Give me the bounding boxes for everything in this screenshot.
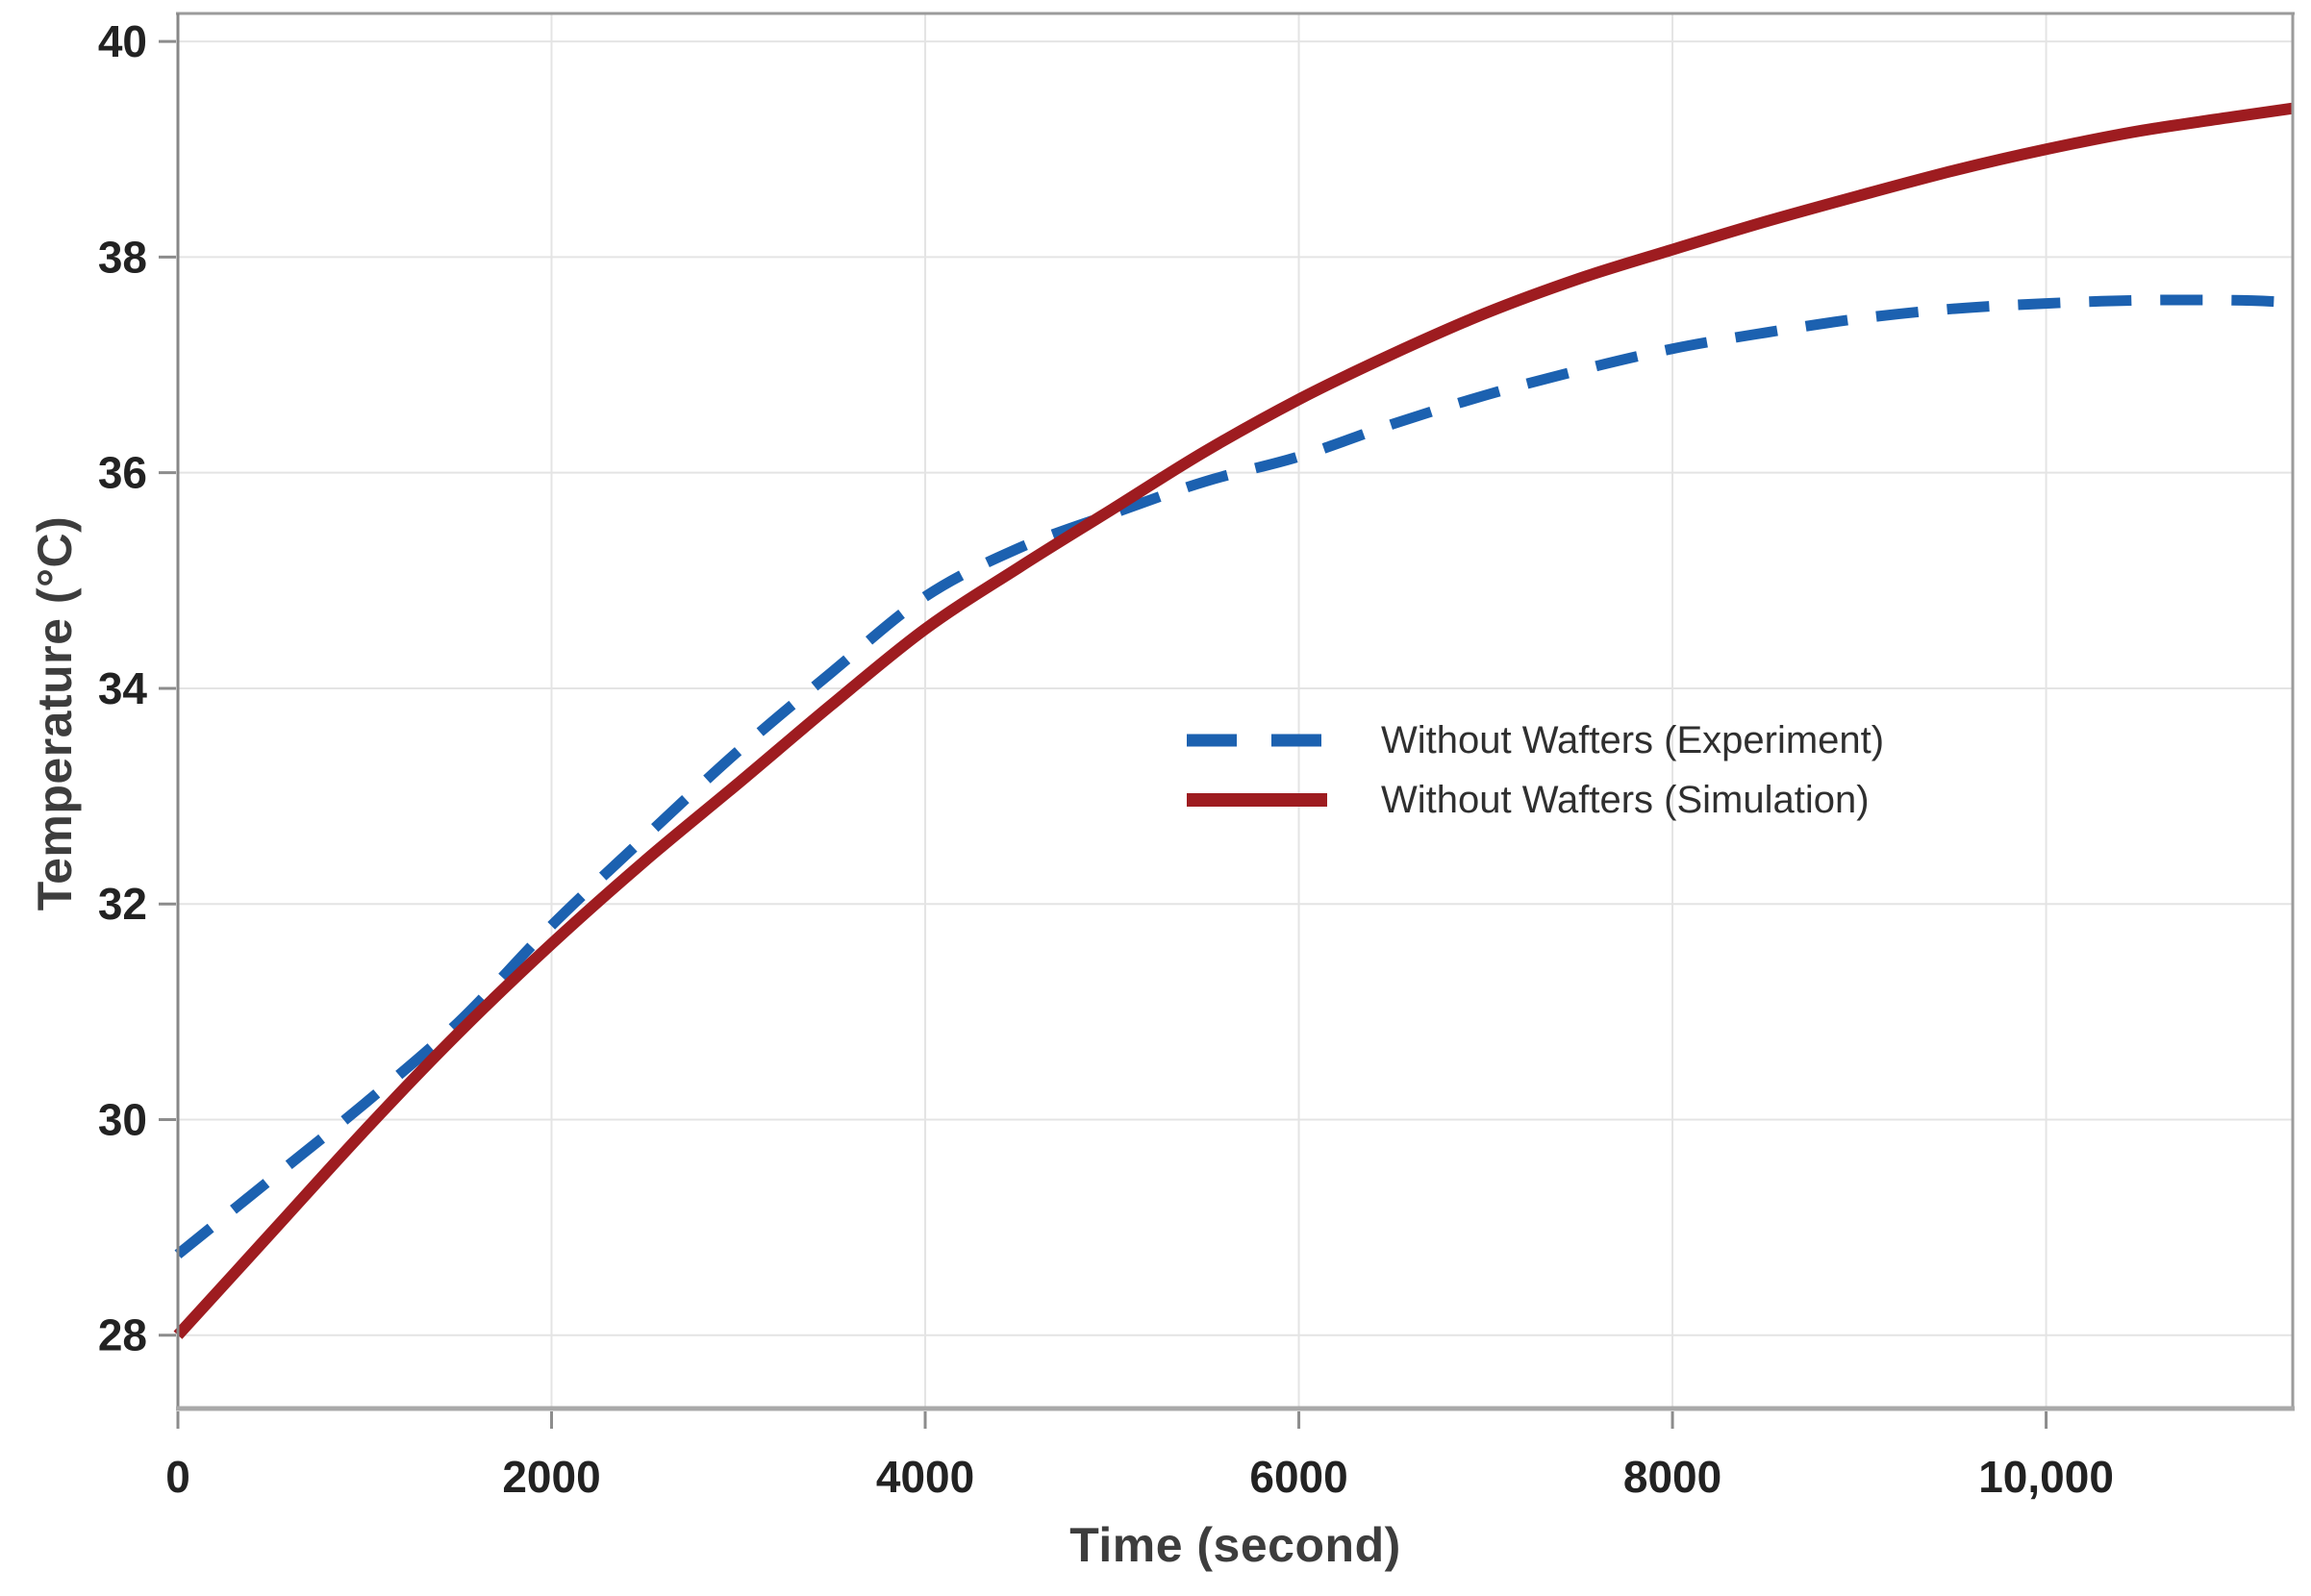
- legend-item-experiment: Without Wafters (Experiment): [1185, 719, 1884, 761]
- x-tick-label: 2000: [502, 1452, 600, 1502]
- legend: Without Wafters (Experiment) Without Waf…: [1185, 719, 1884, 821]
- y-tick-label: 34: [98, 663, 148, 713]
- y-tick-label: 38: [98, 232, 147, 282]
- legend-item-simulation: Without Wafters (Simulation): [1185, 779, 1884, 821]
- x-tick-label: 6000: [1249, 1452, 1347, 1502]
- x-axis-title: Time (second): [1069, 1518, 1401, 1572]
- x-tick-label: 8000: [1623, 1452, 1721, 1502]
- y-tick-label: 36: [98, 448, 147, 498]
- legend-label-simulation: Without Wafters (Simulation): [1381, 779, 1870, 821]
- x-tick-label: 0: [165, 1452, 190, 1502]
- solid-line-icon: [1187, 793, 1327, 807]
- y-tick-label: 30: [98, 1094, 147, 1144]
- x-tick-label: 10,000: [1978, 1452, 2114, 1502]
- legend-label-experiment: Without Wafters (Experiment): [1381, 719, 1885, 761]
- y-tick-label: 28: [98, 1310, 147, 1360]
- y-tick-label: 40: [98, 16, 147, 66]
- series-line-simulation: [173, 102, 2294, 1339]
- y-tick-label: 32: [98, 879, 147, 929]
- series-line-experiment: [174, 294, 2294, 1259]
- x-tick-label: 4000: [876, 1452, 974, 1502]
- y-axis-title: Temperature (°C): [28, 515, 82, 911]
- dashed-line-icon: [1187, 734, 1327, 747]
